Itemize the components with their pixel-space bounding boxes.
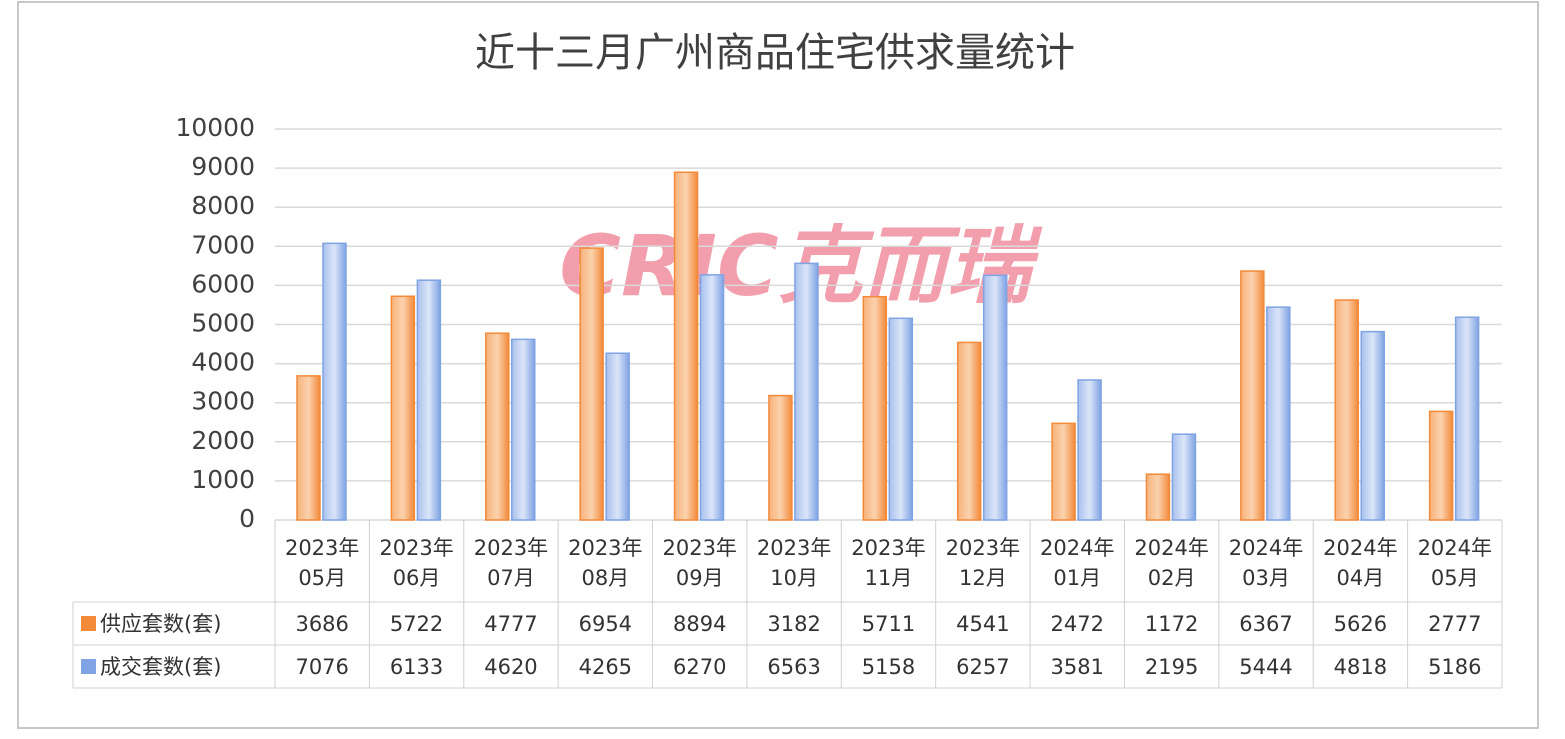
bar [982, 274, 1008, 521]
x-tick-label: 2024年 03月 [1228, 536, 1304, 590]
y-tick-label: 2000 [191, 426, 255, 455]
x-tick-label: 2023年 10月 [756, 536, 832, 590]
table-value: 2195 [1144, 654, 1199, 679]
table-value: 6367 [1239, 611, 1293, 636]
bar [1145, 473, 1171, 521]
table-value: 6133 [389, 654, 444, 679]
x-tick-label: 2023年 11月 [851, 536, 926, 590]
table-value: 6954 [578, 611, 633, 636]
legend-entry: 成交套数(套) [73, 645, 275, 688]
table-value: 6563 [767, 654, 821, 679]
table-value: 1172 [1144, 611, 1199, 636]
bar [416, 279, 442, 521]
bar [605, 352, 630, 521]
legend-key [81, 616, 96, 631]
bar [1454, 316, 1480, 521]
bar [1334, 299, 1359, 521]
y-tick-label: 5000 [191, 309, 255, 338]
table-value: 4818 [1333, 654, 1388, 679]
y-tick-label: 6000 [191, 269, 255, 298]
table-value: 7076 [295, 654, 349, 679]
table-value: 8894 [672, 611, 727, 636]
table-value: 3686 [295, 611, 349, 636]
bar [390, 295, 416, 521]
bar [1171, 433, 1197, 521]
table-value: 2777 [1428, 611, 1482, 636]
bar [956, 341, 982, 521]
table-value: 5444 [1239, 654, 1293, 679]
bar [794, 262, 819, 521]
bar [1051, 422, 1076, 521]
y-tick-label: 1000 [191, 465, 255, 494]
x-tick-label: 2023年 07月 [473, 536, 549, 590]
table-value: 4265 [578, 654, 633, 679]
table-value: 5711 [861, 611, 916, 636]
x-tick-label: 2023年 05月 [284, 536, 360, 590]
x-tick-label: 2024年 01月 [1040, 536, 1115, 590]
x-tick-label: 2024年 02月 [1134, 536, 1209, 590]
x-tick-label: 2023年 08月 [568, 536, 643, 590]
y-tick-label: 10000 [175, 113, 255, 142]
y-tick-label: 4000 [191, 348, 255, 377]
table-value: 2472 [1050, 611, 1104, 636]
table-value: 5158 [861, 654, 916, 679]
table-value: 3182 [767, 611, 821, 636]
bar [888, 317, 914, 521]
table-value: 5186 [1428, 654, 1482, 679]
bar [579, 247, 604, 521]
y-tick-label: 3000 [191, 387, 255, 416]
chart-title: 近十三月广州商品住宅供求量统计 [475, 30, 1075, 76]
table-value: 6257 [956, 654, 1010, 679]
x-tick-label: 2024年 05月 [1417, 536, 1493, 590]
bar [1240, 270, 1265, 521]
bar [1428, 410, 1454, 521]
table-value: 4541 [956, 611, 1010, 636]
table-value: 4777 [484, 611, 538, 636]
legend-key [81, 659, 96, 674]
bar [1360, 330, 1385, 521]
bar [296, 375, 321, 521]
table-value: 4620 [484, 654, 538, 679]
x-tick-label: 2023年 06月 [379, 536, 454, 590]
x-tick-label: 2024年 04月 [1323, 536, 1398, 590]
y-tick-label: 9000 [191, 152, 255, 181]
table-value: 3581 [1050, 654, 1104, 679]
y-tick-label: 0 [239, 504, 255, 533]
bar [862, 295, 888, 521]
table-value: 5626 [1333, 611, 1388, 636]
legend-entry: 供应套数(套) [73, 602, 275, 645]
bar [699, 274, 725, 521]
bar [1266, 306, 1291, 521]
bar [511, 338, 536, 521]
bar [673, 171, 699, 521]
y-tick-label: 8000 [191, 191, 255, 220]
bar [768, 394, 793, 521]
bar [485, 332, 510, 521]
bar [322, 242, 347, 521]
legend-label: 供应套数(套) [100, 611, 222, 636]
table-value: 5722 [389, 611, 444, 636]
table-value: 6270 [672, 654, 727, 679]
y-tick-label: 7000 [191, 230, 255, 259]
x-tick-label: 2023年 09月 [662, 536, 737, 590]
x-tick-label: 2023年 12月 [945, 536, 1021, 590]
bar [1077, 379, 1102, 521]
legend-label: 成交套数(套) [100, 654, 222, 679]
